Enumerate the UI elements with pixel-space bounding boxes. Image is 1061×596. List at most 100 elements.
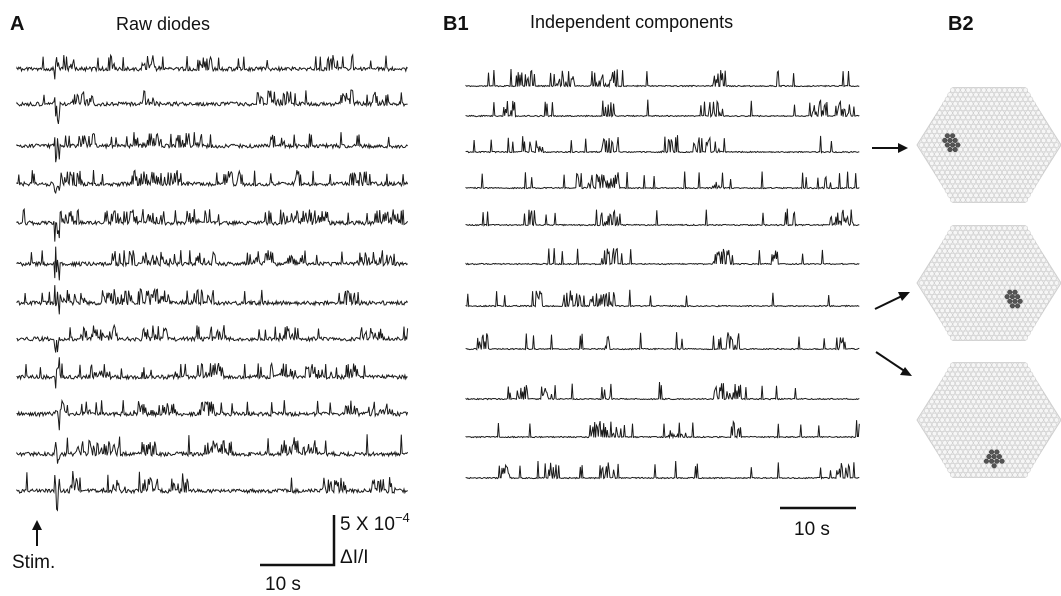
map-cell	[968, 101, 974, 107]
map-cell	[1012, 133, 1018, 139]
map-cell	[965, 399, 971, 405]
map-cell	[1012, 169, 1018, 176]
map-cell	[1009, 449, 1015, 455]
map-cell	[1028, 271, 1034, 277]
map-cell	[955, 197, 961, 203]
map-cell	[929, 289, 935, 295]
map-cell	[1004, 192, 1010, 198]
map-cell	[1038, 280, 1044, 286]
map-cell	[986, 160, 992, 166]
map-cell	[1007, 326, 1013, 332]
map-cell	[981, 280, 987, 286]
map-cell	[1043, 160, 1049, 166]
map-cell	[960, 197, 966, 203]
map-cell	[1025, 312, 1031, 318]
map-cell	[939, 408, 945, 414]
arrow-to-map-2	[874, 294, 905, 310]
map-cell	[1015, 147, 1021, 153]
map-cell	[957, 275, 963, 281]
map-cell	[991, 225, 997, 231]
map-cell	[934, 114, 940, 121]
map-cell	[999, 422, 1005, 428]
map-cell	[957, 403, 963, 409]
map-cell	[947, 248, 953, 254]
map-cell	[942, 458, 948, 464]
map-cell-active	[989, 449, 995, 455]
map-cell	[1002, 142, 1008, 148]
map-cell	[1004, 128, 1010, 134]
map-cell	[968, 458, 974, 464]
map-cell	[1012, 252, 1018, 259]
map-cell	[1046, 147, 1052, 153]
map-cell	[952, 449, 958, 455]
map-cell	[1015, 230, 1021, 236]
map-cell	[1017, 280, 1023, 286]
map-cell	[942, 285, 948, 291]
map-cell	[1015, 275, 1021, 281]
map-cell	[986, 408, 992, 414]
map-cell	[965, 307, 971, 314]
map-cell	[963, 137, 969, 143]
map-cell	[937, 156, 943, 162]
map-cell	[1028, 307, 1034, 314]
map-cell	[926, 275, 932, 281]
map-cell	[1025, 467, 1031, 473]
map-cell	[1007, 463, 1013, 469]
map-cell	[989, 403, 995, 409]
map-cell	[970, 399, 976, 405]
map-cell	[955, 435, 961, 441]
map-cell	[991, 160, 997, 166]
map-cell	[1020, 412, 1026, 418]
map-cell	[994, 248, 1000, 254]
map-cell	[1035, 285, 1041, 291]
map-cell	[976, 87, 982, 93]
map-cell	[960, 335, 966, 341]
map-cell	[960, 160, 966, 166]
map-cell	[1035, 385, 1041, 391]
map-cell	[926, 294, 932, 300]
map-cell	[986, 197, 992, 203]
map-cell	[957, 137, 963, 143]
map-cell	[981, 335, 987, 341]
map-cell	[1022, 408, 1028, 414]
map-cell	[1041, 412, 1047, 418]
map-cell	[965, 280, 971, 286]
map-cell	[968, 422, 974, 428]
map-cell	[952, 403, 958, 409]
map-cell	[1004, 422, 1010, 428]
map-cell	[976, 225, 982, 231]
map-cell-active	[999, 458, 1005, 464]
map-cell	[968, 266, 974, 272]
map-cell	[1002, 87, 1008, 93]
map-cell	[1002, 362, 1008, 368]
map-cell	[970, 197, 976, 203]
map-cell	[973, 449, 979, 455]
map-cell	[991, 142, 997, 148]
map-cell	[1028, 96, 1034, 102]
map-cell	[950, 326, 956, 332]
map-cell	[929, 271, 935, 277]
map-cell	[1004, 257, 1010, 263]
map-cell	[929, 142, 935, 148]
map-cell	[981, 133, 987, 139]
raw-diode-trace	[16, 89, 408, 125]
map-cell	[952, 458, 958, 464]
map-cell	[986, 380, 992, 386]
map-cell	[1004, 303, 1010, 309]
map-cell	[1035, 174, 1041, 180]
map-cell	[934, 271, 940, 277]
map-cell	[989, 394, 995, 400]
map-cell	[970, 417, 976, 423]
map-cell	[965, 124, 971, 130]
raw-diode-trace	[16, 434, 409, 464]
map-cell	[926, 285, 932, 291]
map-cell	[994, 376, 1000, 382]
map-cell	[1015, 367, 1021, 373]
map-cell	[989, 174, 995, 180]
map-cell	[986, 225, 992, 231]
map-cell	[1017, 463, 1023, 469]
map-cell	[1015, 385, 1021, 391]
map-cell	[981, 289, 987, 295]
map-cell	[981, 225, 987, 231]
map-cell	[978, 92, 984, 98]
